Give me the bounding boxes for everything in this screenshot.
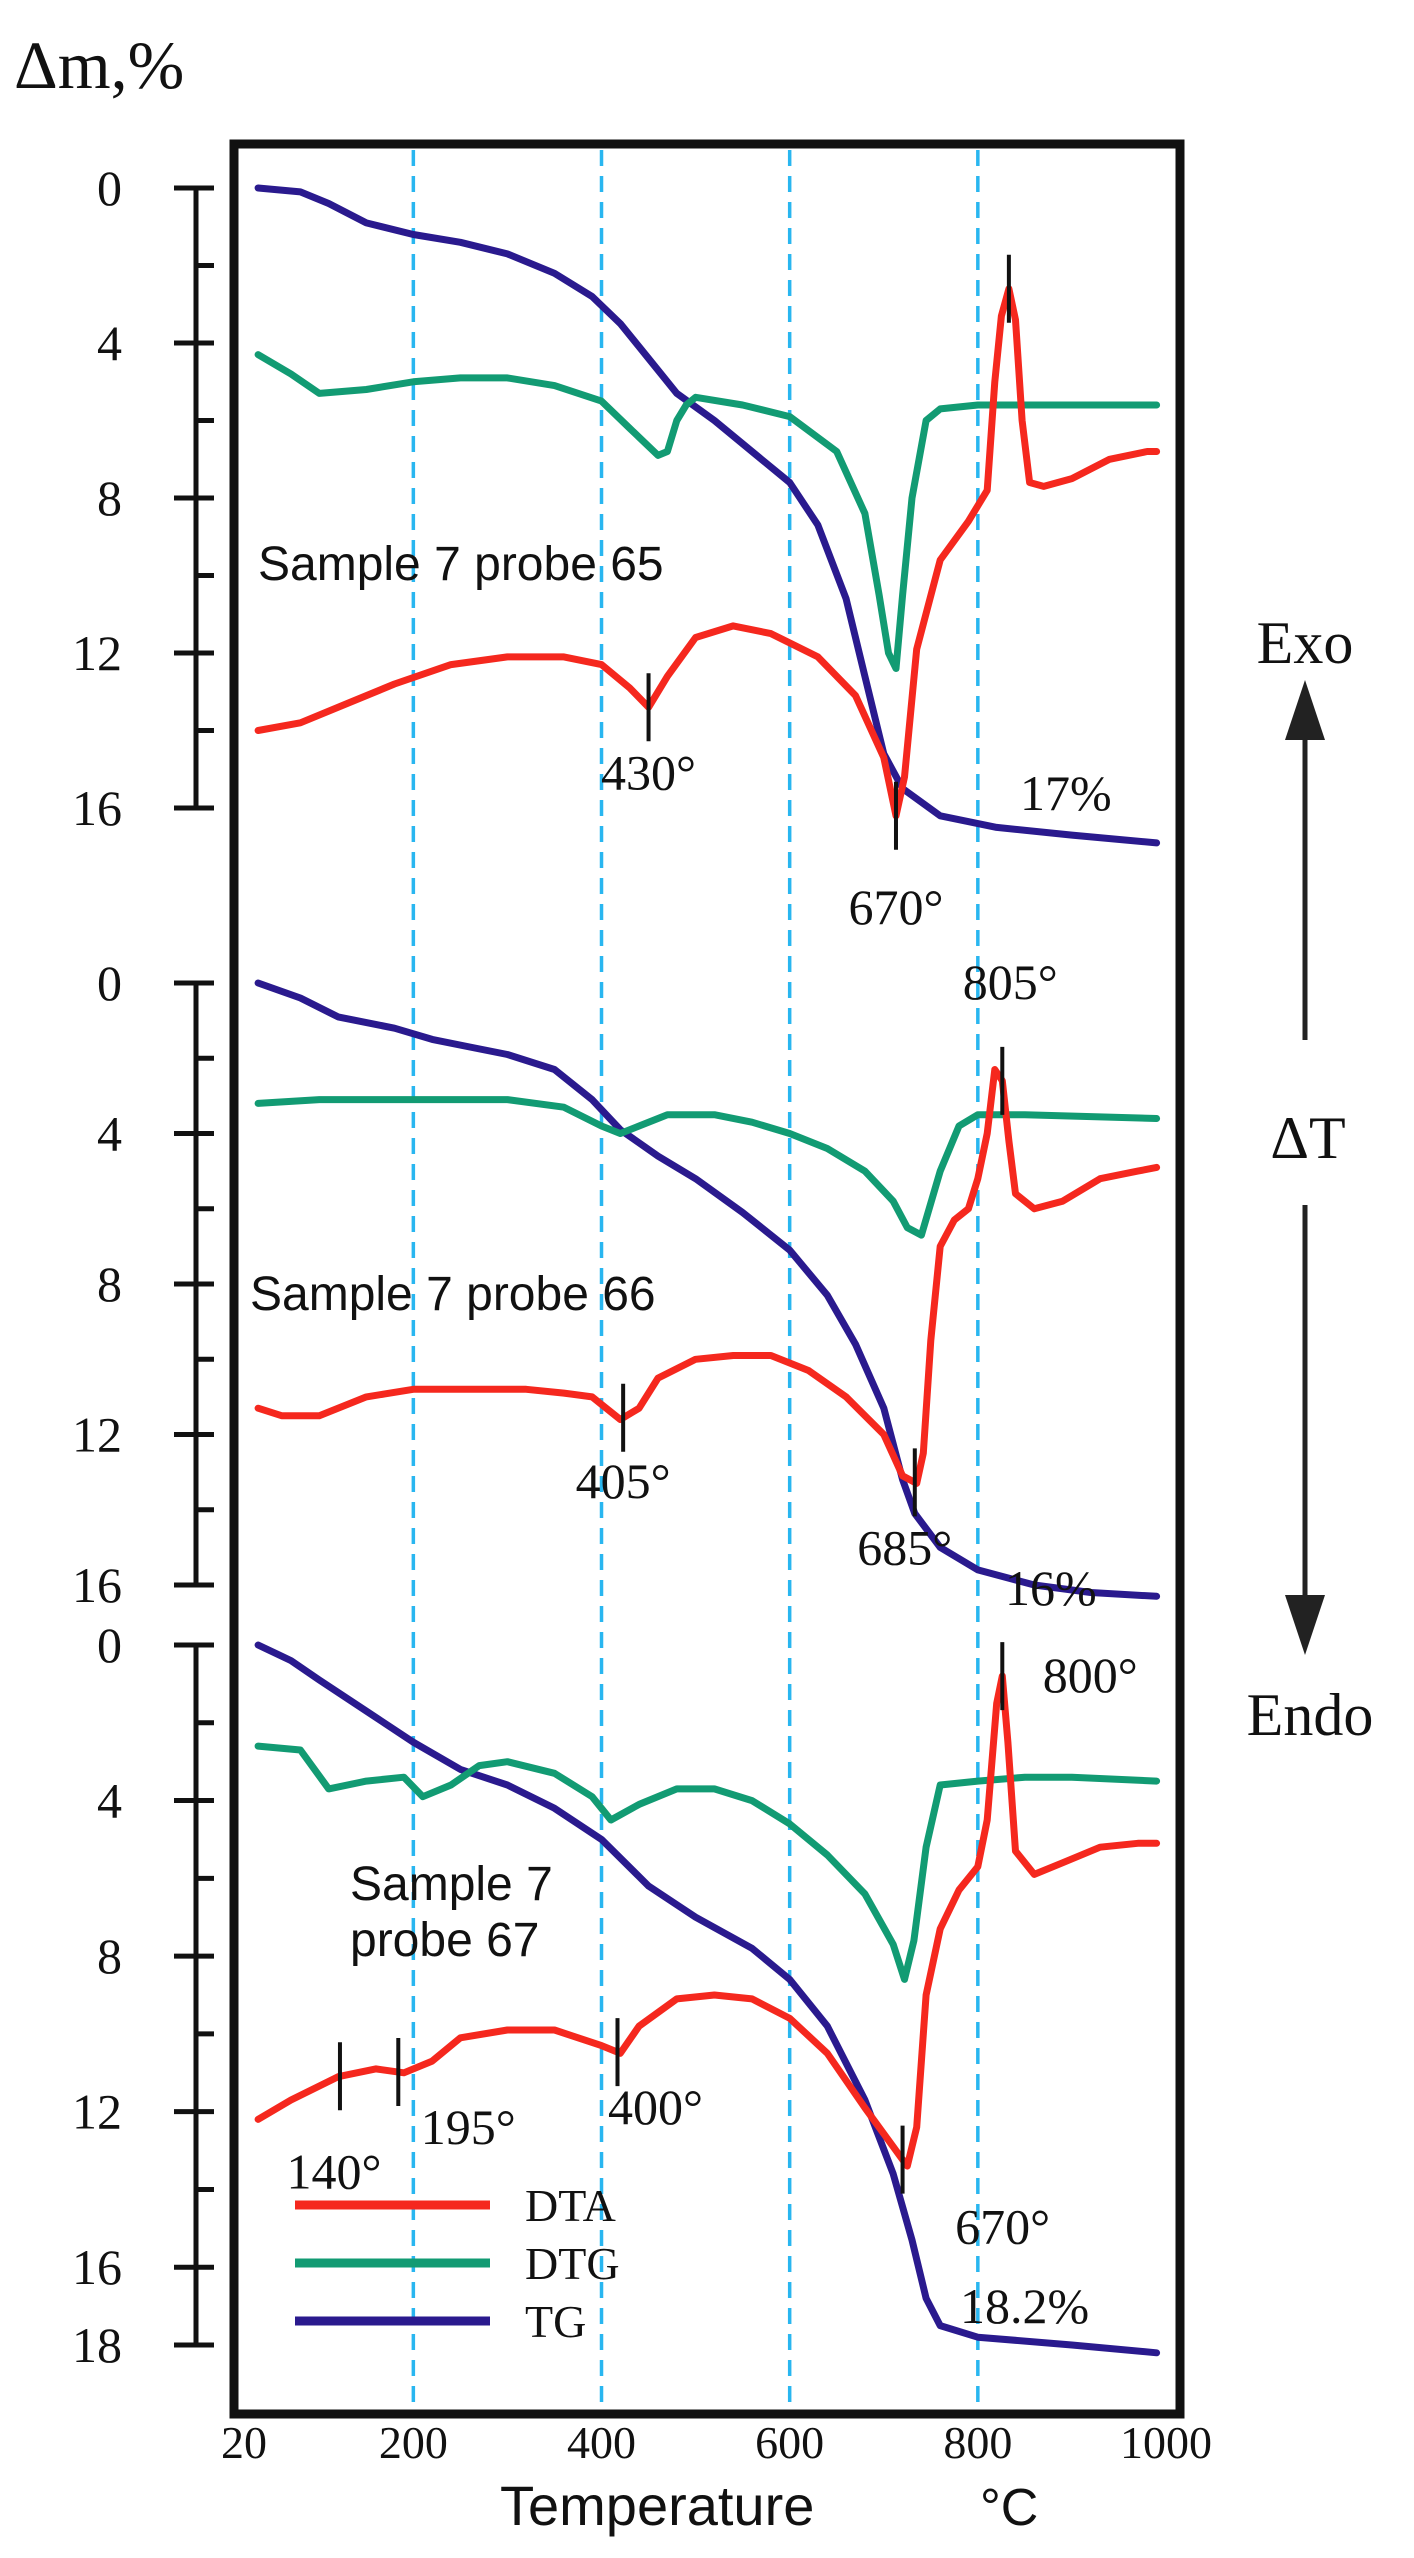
legend-label-dtg: DTG — [525, 2238, 620, 2289]
y-tick-label-panel-2-4: 4 — [97, 1106, 122, 1162]
panel-2-mass-loss: 16% — [1005, 1560, 1097, 1616]
x-tick-labels: 20 200 400 600 800 1000 — [221, 2417, 1212, 2468]
y-tick-label-panel-1-8: 8 — [97, 470, 122, 526]
panel-labels: Sample 7 probe 65 17% Sample 7 probe 66 16%… — [250, 538, 1112, 2334]
peak-label-panel-1-2: 670° — [848, 879, 943, 935]
x-tick-label-200: 200 — [379, 2417, 448, 2468]
peak-label-panel-1-1: 430° — [601, 744, 696, 800]
endo-label: Endo — [1247, 1682, 1374, 1748]
panel-3-curves: 140° 195° 400° 670° 800° — [254, 1641, 1161, 2357]
y-tick-label-panel-3-4: 4 — [97, 1773, 122, 1829]
panel-2-curves: 405° 685° 805° — [254, 954, 1161, 1600]
y-tick-label-panel-2-12: 12 — [72, 1407, 122, 1463]
x-tick-label-20: 20 — [221, 2417, 267, 2468]
dtg-curve-panel-3 — [254, 1742, 1161, 1983]
dtg-curve-panel-2 — [254, 1096, 1161, 1239]
y-tick-label-panel-1-4: 4 — [97, 315, 122, 371]
y-axis-panel-3: 0 4 8 12 16 18 — [72, 1617, 214, 2373]
y-tick-label-panel-3-8: 8 — [97, 1928, 122, 1984]
dta-curve-panel-3 — [254, 1672, 1161, 2170]
delta-t-label: ΔT — [1270, 1105, 1345, 1171]
peak-label-panel-2-1: 405° — [576, 1453, 671, 1509]
y-tick-label-panel-1-12: 12 — [72, 625, 122, 681]
peak-label-panel-3-5: 800° — [1043, 1647, 1138, 1703]
peak-label-panel-2-3: 805° — [963, 954, 1058, 1010]
curves: 430° 670° 405° 685° 805° 140° 195° 400° 670° 800° — [254, 184, 1161, 2357]
y-tick-label-panel-1-0: 0 — [97, 160, 122, 216]
legend-label-tg: TG — [525, 2296, 586, 2347]
dta-curve-panel-2 — [254, 1066, 1161, 1487]
plot-frame — [229, 139, 1185, 2419]
panel-3-mass-loss: 18.2% — [960, 2278, 1089, 2334]
y-tick-label-panel-2-0: 0 — [97, 955, 122, 1011]
x-tick-label-400: 400 — [567, 2417, 636, 2468]
x-axis-unit: °C — [980, 2479, 1038, 2537]
endo-arrowhead-icon — [1285, 1595, 1325, 1655]
tg-curve-panel-1 — [254, 184, 1161, 847]
y-tick-label-panel-3-18: 18 — [72, 2317, 122, 2373]
x-tick-label-800: 800 — [943, 2417, 1012, 2468]
y-axis-panel-2: 0 4 8 12 16 — [72, 955, 214, 1613]
right-axis: Exo ΔT Endo — [1247, 610, 1374, 1748]
dta-curve-panel-1 — [254, 285, 1161, 820]
exo-arrowhead-icon — [1285, 680, 1325, 740]
grid-lines — [411, 150, 980, 2410]
panel-1-sample-label: Sample 7 probe 65 — [258, 538, 664, 591]
y-tick-label-panel-3-0: 0 — [97, 1617, 122, 1673]
x-tick-label-600: 600 — [755, 2417, 824, 2468]
peak-label-panel-3-1: 140° — [286, 2143, 381, 2199]
x-tick-label-1000: 1000 — [1120, 2417, 1212, 2468]
legend: DTA DTG TG — [295, 2180, 620, 2347]
tg-curve-panel-2 — [254, 979, 1161, 1600]
panel-1-curves: 430° 670° — [254, 184, 1161, 935]
y-tick-label-panel-1-16: 16 — [72, 780, 122, 836]
y-tick-label-panel-2-16: 16 — [72, 1557, 122, 1613]
panel-3-sample-label: Sample 7 — [350, 1858, 553, 1911]
peak-label-panel-3-3: 400° — [608, 2079, 703, 2135]
peak-label-panel-2-2: 685° — [857, 1519, 952, 1575]
peak-label-panel-3-2: 195° — [421, 2099, 516, 2155]
panel-1-mass-loss: 17% — [1020, 765, 1112, 821]
x-axis-label: Temperature — [500, 2474, 814, 2537]
y-tick-label-panel-2-8: 8 — [97, 1256, 122, 1312]
panel-2-sample-label: Sample 7 probe 66 — [250, 1268, 656, 1321]
x-axis-title: Temperature °C — [500, 2474, 1038, 2537]
dtg-curve-panel-1 — [254, 351, 1161, 672]
y-tick-label-panel-3-12: 12 — [72, 2084, 122, 2140]
tg-curve-panel-3 — [254, 1641, 1161, 2357]
y-tick-label-panel-3-16: 16 — [72, 2239, 122, 2295]
y-axis-title: Δm,% — [14, 27, 184, 103]
exo-label: Exo — [1257, 610, 1354, 676]
peak-label-panel-3-4: 670° — [955, 2199, 1050, 2255]
y-axis-panel-1: 0 4 8 12 16 — [72, 160, 214, 836]
panel-3-sample-label: probe 67 — [350, 1914, 540, 1967]
legend-label-dta: DTA — [525, 2180, 616, 2231]
